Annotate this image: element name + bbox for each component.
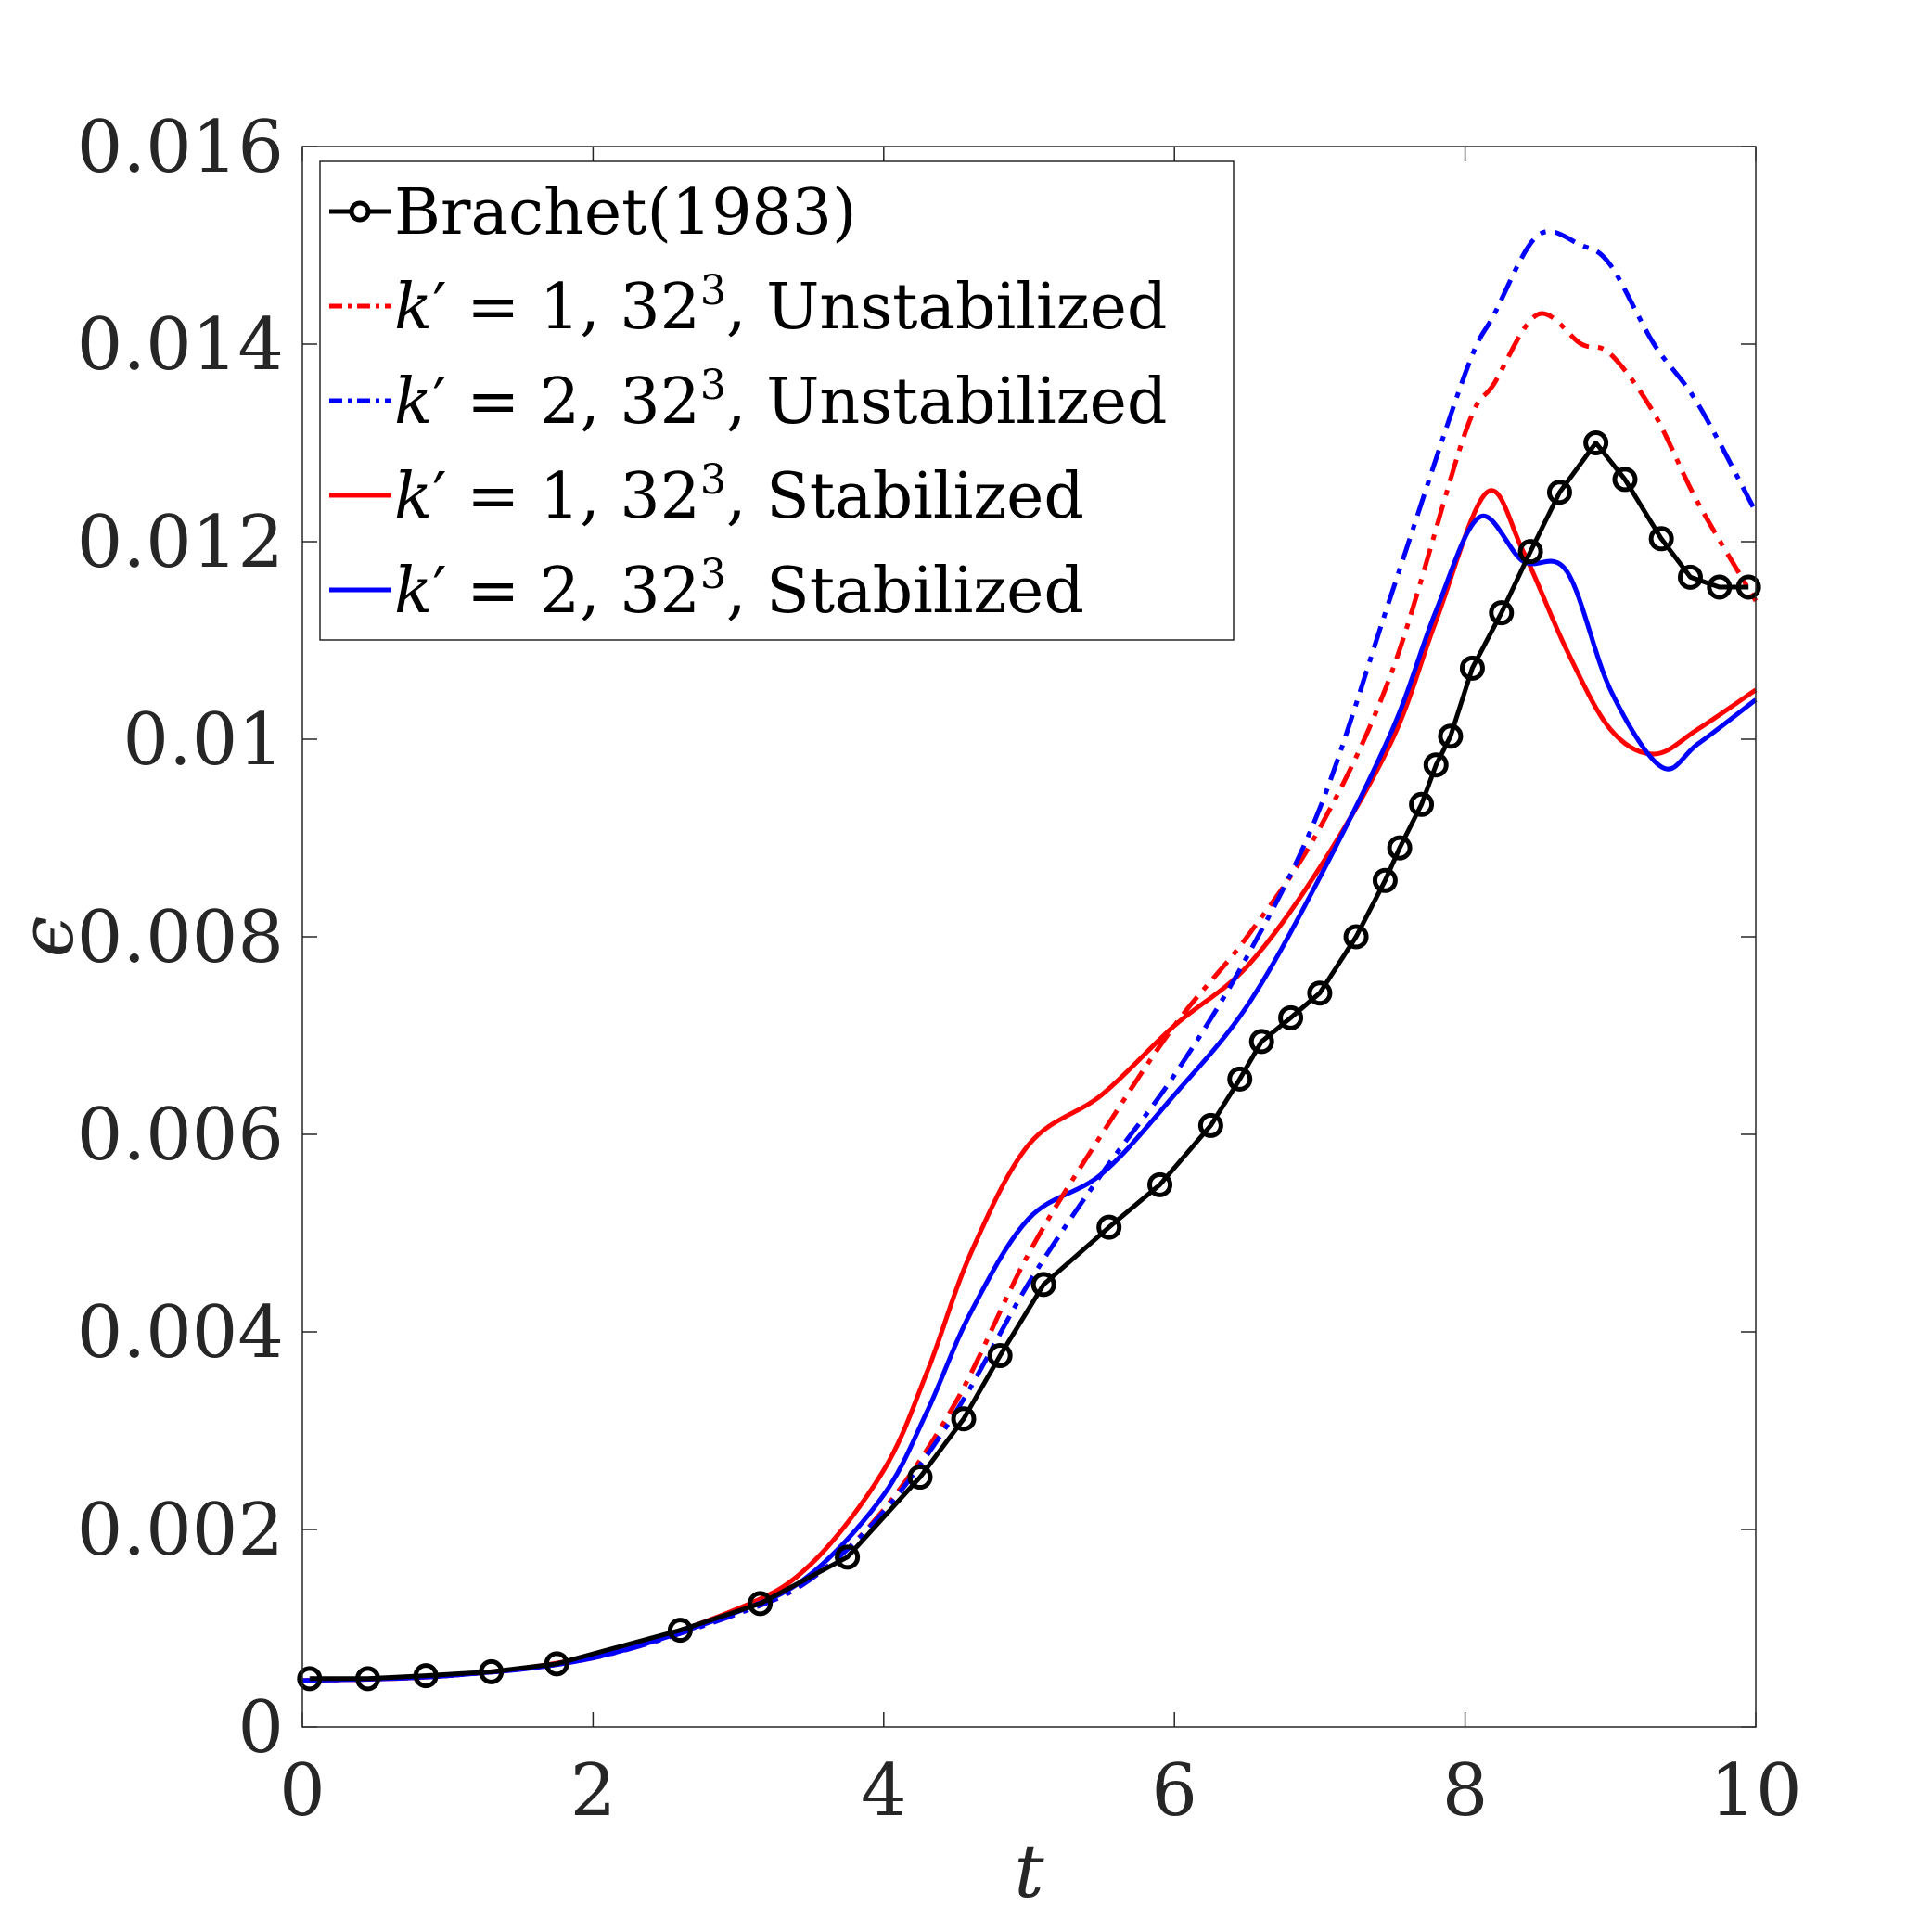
legend-label-eq: ′ = 2, 32 (432, 365, 700, 439)
data-point (479, 1658, 505, 1684)
data-point (748, 1591, 774, 1617)
legend-label-sup: 3 (700, 362, 726, 409)
data-point (1648, 526, 1674, 552)
data-point (1147, 1171, 1173, 1197)
legend-label-suffix: , Unstabilized (726, 365, 1167, 439)
legend-label: k′ = 1, 323, Stabilized (394, 456, 1084, 533)
data-point (667, 1618, 693, 1644)
legend-label: k′ = 2, 323, Unstabilized (394, 362, 1167, 439)
data-point (1227, 1066, 1253, 1092)
data-point (1707, 574, 1733, 600)
legend-label-var: k (394, 555, 432, 628)
data-point (1030, 1272, 1056, 1298)
legend-item-1: k′ = 1, 323, Unstabilized (329, 267, 1167, 344)
legend-label-var: k (394, 460, 432, 533)
data-point (1489, 600, 1515, 626)
x-tick-label: 4 (861, 1749, 907, 1833)
legend-label-sup: 3 (700, 456, 726, 504)
data-point (1735, 574, 1761, 600)
data-point (1343, 924, 1369, 950)
series-0 (297, 430, 1761, 1692)
data-point (987, 1343, 1013, 1369)
data-point (1583, 430, 1609, 455)
data-point (297, 1666, 323, 1692)
data-point (413, 1663, 439, 1689)
y-tick-label: 0.004 (77, 1291, 284, 1375)
legend-item-3: k′ = 1, 323, Stabilized (329, 456, 1084, 533)
x-tick-label: 0 (279, 1749, 326, 1833)
y-tick-label: 0.01 (122, 698, 284, 782)
y-tick-label: 0.014 (77, 303, 284, 387)
plot-frame (301, 146, 1757, 1728)
legend-label: Brachet(1983) (394, 176, 857, 249)
legend-marker (349, 200, 371, 223)
legend-label-var: k (394, 271, 432, 344)
data-point (951, 1406, 977, 1432)
x-tick-label: 2 (570, 1749, 617, 1833)
data-point (1546, 480, 1572, 505)
legend: Brachet(1983)k′ = 1, 323, Unstabilizedk′… (319, 160, 1235, 641)
y-tick-label: 0.006 (77, 1094, 284, 1177)
legend-label-suffix: , Stabilized (726, 555, 1084, 628)
legend-label-text: Brachet(1983) (394, 176, 857, 249)
legend-box (319, 160, 1235, 641)
y-axis-label: ϵ (4, 916, 90, 958)
data-point (907, 1465, 933, 1491)
x-axis-label: t (1014, 1828, 1044, 1914)
data-point (544, 1651, 569, 1677)
data-point (1438, 723, 1464, 749)
series-layer (297, 229, 1761, 1692)
data-point (1409, 791, 1435, 817)
data-point (1459, 655, 1485, 681)
data-point (1387, 835, 1413, 861)
tick-labels: 0 2 4 6 8 10 0 0.002 0.004 0.006 0.008 0.01 0.012 0.0… (77, 106, 1802, 1833)
legend-label-var: k (394, 365, 432, 439)
data-point (835, 1544, 861, 1570)
data-point (1677, 564, 1703, 590)
data-point (355, 1666, 381, 1692)
legend-label: k′ = 1, 323, Unstabilized (394, 267, 1167, 344)
legend-item-0: Brachet(1983) (329, 176, 857, 249)
data-point (1278, 1004, 1304, 1030)
legend-label: k′ = 2, 323, Stabilized (394, 551, 1084, 628)
legend-label-eq: ′ = 1, 32 (432, 271, 700, 344)
legend-label-sup: 3 (700, 267, 726, 314)
y-tick-label: 0.016 (77, 106, 284, 189)
data-point (1248, 1029, 1274, 1055)
y-tick-label: 0 (237, 1686, 284, 1770)
y-tick-label: 0.002 (77, 1489, 284, 1572)
x-tick-label: 10 (1709, 1749, 1801, 1833)
data-point (1517, 539, 1543, 565)
legend-label-suffix: , Stabilized (726, 460, 1084, 533)
legend-item-4: k′ = 2, 323, Stabilized (329, 551, 1084, 628)
data-point (1197, 1112, 1223, 1138)
series-line-0 (309, 441, 1749, 1682)
x-tick-label: 8 (1442, 1749, 1489, 1833)
y-tick-label: 0.008 (77, 896, 284, 979)
legend-label-eq: ′ = 2, 32 (432, 555, 700, 628)
data-point (1612, 467, 1638, 493)
data-point (1307, 980, 1333, 1006)
series-line-1 (301, 311, 1759, 1683)
data-point (1423, 752, 1449, 778)
legend-item-2: k′ = 2, 323, Unstabilized (329, 362, 1167, 439)
legend-label-sup: 3 (700, 551, 726, 598)
legend-label-eq: ′ = 1, 32 (432, 460, 700, 533)
x-tick-label: 6 (1151, 1749, 1197, 1833)
legend-label-suffix: , Unstabilized (726, 271, 1167, 344)
data-point (1096, 1214, 1122, 1240)
data-point (1372, 867, 1398, 893)
y-tick-label: 0.012 (77, 501, 284, 584)
series-1 (301, 311, 1759, 1683)
